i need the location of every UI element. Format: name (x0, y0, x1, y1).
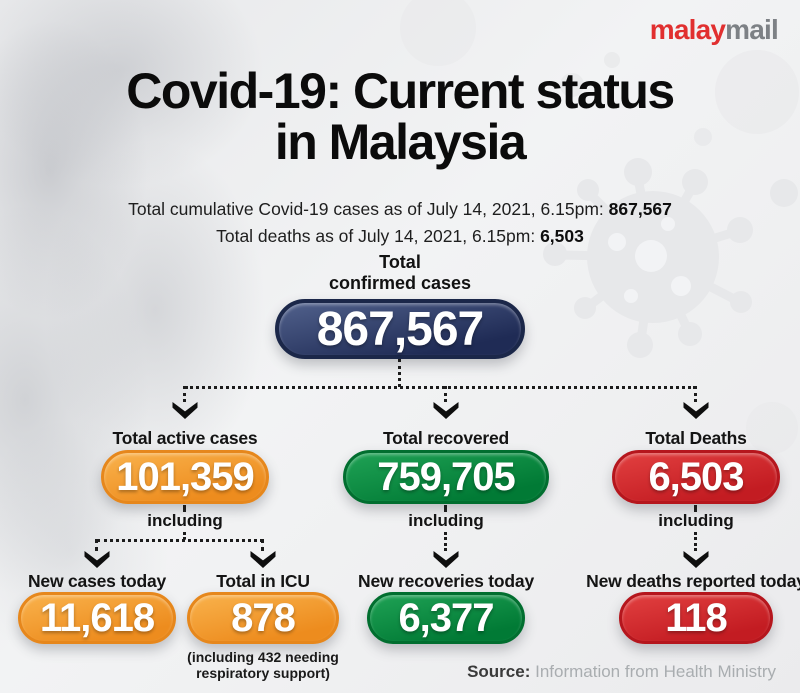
dotted-connector (261, 539, 264, 551)
new-deaths-label: New deaths reported today (586, 571, 800, 591)
logo-part-mail: mail (725, 14, 779, 45)
new-deaths-pill: 118 (619, 592, 773, 644)
active-cases-value: 101,359 (116, 454, 255, 499)
arrow-down-icon (433, 402, 459, 419)
icu-note-line2: respiratory support) (196, 665, 330, 681)
recovered-value: 759,705 (377, 454, 516, 499)
arrow-down-icon (683, 402, 709, 419)
summary-deaths-text: Total deaths as of July 14, 2021, 6.15pm… (216, 226, 536, 246)
new-recoveries-pill: 6,377 (367, 592, 525, 644)
icu-label: Total in ICU (216, 571, 310, 591)
arrow-down-icon (433, 551, 459, 568)
dotted-connector (185, 386, 696, 389)
summary-cases-text: Total cumulative Covid-19 cases as of Ju… (128, 199, 604, 219)
page-title: Covid-19: Current status in Malaysia (0, 66, 800, 168)
arrow-down-icon (84, 551, 110, 568)
confirmed-cases-label: Total confirmed cases (0, 252, 800, 294)
recovered-label: Total recovered (382, 428, 510, 448)
deaths-pill: 6,503 (612, 450, 780, 504)
dotted-connector (398, 359, 401, 387)
new-recoveries-label: New recoveries today (358, 571, 534, 591)
source-label: Source: (467, 662, 531, 681)
arrow-down-icon (250, 551, 276, 568)
new-cases-value: 11,618 (39, 595, 155, 640)
recovered-pill: 759,705 (343, 450, 549, 504)
including-label-deaths: including (658, 511, 734, 530)
dotted-connector (444, 386, 447, 402)
summary-text: Total cumulative Covid-19 cases as of Ju… (0, 196, 800, 250)
summary-cases-value: 867,567 (608, 199, 672, 219)
dotted-connector (694, 386, 697, 402)
confirmed-cases-pill: 867,567 (275, 299, 525, 359)
new-deaths-value: 118 (665, 595, 728, 640)
dotted-connector (97, 539, 263, 542)
arrow-down-icon (172, 402, 198, 419)
active-cases-pill: 101,359 (101, 450, 269, 504)
dotted-connector (183, 386, 186, 402)
new-recoveries-value: 6,377 (398, 595, 494, 640)
arrow-down-icon (683, 551, 709, 568)
including-label-recovered: including (408, 511, 484, 530)
deaths-label: Total Deaths (645, 428, 747, 448)
icu-pill: 878 (187, 592, 339, 644)
source-text: Information from Health Ministry (535, 662, 776, 681)
confirmed-cases-value: 867,567 (316, 302, 485, 356)
summary-deaths-value: 6,503 (540, 226, 584, 246)
confirmed-label-line1: Total (379, 252, 421, 272)
title-line-1: Covid-19: Current status (126, 63, 675, 119)
malaymail-logo: malaymail (649, 14, 779, 46)
icu-note: (including 432 needing respiratory suppo… (187, 649, 339, 681)
title-line-2: in Malaysia (274, 114, 527, 170)
source-credit: Source: Information from Health Ministry (467, 662, 776, 682)
dotted-connector (183, 505, 186, 511)
new-cases-pill: 11,618 (18, 592, 176, 644)
icu-note-line1: (including 432 needing (187, 649, 339, 665)
dotted-connector (444, 505, 447, 511)
icu-value: 878 (231, 595, 296, 640)
new-cases-label: New cases today (27, 571, 167, 591)
active-cases-label: Total active cases (112, 428, 258, 448)
dotted-connector (95, 539, 98, 551)
deaths-value: 6,503 (648, 454, 744, 499)
including-label-active: including (147, 511, 223, 530)
logo-part-malay: malay (649, 14, 726, 45)
confirmed-label-line2: confirmed cases (328, 273, 472, 293)
dotted-connector (694, 505, 697, 511)
dotted-connector (694, 532, 697, 551)
dotted-connector (183, 532, 186, 540)
dotted-connector (444, 532, 447, 551)
